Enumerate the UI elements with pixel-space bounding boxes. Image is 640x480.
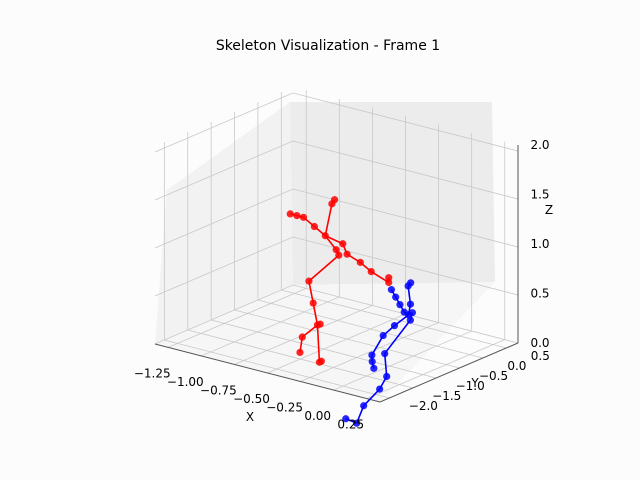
grid-line-z bbox=[154, 188, 519, 249]
grid-line-floor-y bbox=[187, 329, 413, 389]
x-tick-label: −0.25 bbox=[266, 401, 303, 415]
skeleton-red-bone bbox=[308, 280, 314, 304]
skeleton-blue-joint bbox=[376, 385, 384, 393]
x-tick-label: −1.00 bbox=[167, 375, 204, 389]
grid-line-floor-x bbox=[300, 322, 439, 382]
z-tick-label: 0.5 bbox=[530, 287, 549, 301]
skeleton-red-joint bbox=[298, 333, 306, 341]
skeleton-blue-joint bbox=[381, 349, 389, 358]
x-axis-label: X bbox=[246, 410, 254, 424]
skeleton-red-joint bbox=[367, 267, 375, 276]
y-tick-label: −2.0 bbox=[409, 399, 438, 413]
tick-labels: −1.25−1.00−0.75−0.50−0.250.000.25−2.0−1.… bbox=[134, 138, 550, 432]
grid-line-z bbox=[154, 236, 519, 297]
z-tick-label: 1.0 bbox=[530, 237, 549, 251]
skeleton-blue-joint bbox=[396, 301, 404, 309]
y-axis-line bbox=[379, 342, 519, 403]
skeleton-blue-joint bbox=[353, 419, 361, 427]
skeleton-red-joint bbox=[356, 258, 364, 266]
z-tick-label: 0.0 bbox=[530, 336, 549, 350]
skeleton-blue-joint bbox=[392, 293, 400, 301]
x-tick-label: −0.75 bbox=[200, 383, 237, 397]
x-tick-label: −1.25 bbox=[134, 366, 171, 380]
z-axis-label: Z bbox=[545, 203, 553, 217]
grid-line-floor-y bbox=[234, 309, 460, 369]
skeleton-red-joint bbox=[321, 232, 329, 240]
chart-title: Skeleton Visualization - Frame 1 bbox=[216, 38, 440, 54]
y-tick-label: −0.5 bbox=[479, 369, 508, 383]
skeleton-blue-joint bbox=[387, 286, 396, 294]
skeleton-blue-joint bbox=[408, 309, 417, 317]
x-tick-label: −0.50 bbox=[233, 392, 270, 406]
grid-line-floor-y bbox=[257, 299, 484, 359]
y-tick-label: −1.5 bbox=[432, 389, 461, 403]
x-axis-line bbox=[154, 343, 381, 403]
skeleton-red-joint bbox=[330, 196, 339, 204]
skeleton-blue-bone bbox=[363, 388, 381, 407]
skeleton-blue-joint bbox=[360, 402, 368, 410]
x-tick-label: 0.00 bbox=[304, 409, 331, 423]
grid-lines bbox=[154, 90, 519, 403]
skeleton-red-joint bbox=[343, 250, 351, 258]
grid-line-floor-x bbox=[168, 288, 307, 348]
skeleton-red-joint bbox=[299, 213, 308, 221]
grid-line-floor-y bbox=[281, 289, 507, 349]
skeleton-blue-bone bbox=[371, 335, 384, 356]
skeleton-red-joint bbox=[332, 246, 340, 254]
skeleton-blue-bone bbox=[384, 319, 412, 355]
grid-line-floor-y bbox=[164, 339, 390, 399]
skeleton-red-joint bbox=[316, 320, 324, 328]
skeleton-red-joint bbox=[305, 277, 313, 285]
skeleton-red-joint bbox=[296, 348, 304, 357]
skeleton-blue-joint bbox=[342, 415, 350, 423]
skeleton-red-joint bbox=[293, 212, 301, 220]
y-axis-label: Y bbox=[470, 376, 479, 390]
skeleton-blue-joint bbox=[379, 331, 387, 340]
skeleton-red-bone bbox=[308, 254, 340, 282]
skeleton-blue-joint bbox=[406, 316, 414, 324]
z-tick-label: 1.5 bbox=[530, 188, 549, 202]
back-pane bbox=[290, 102, 495, 285]
y-tick-label: 0.5 bbox=[531, 349, 550, 363]
skeleton-joints bbox=[286, 196, 417, 427]
y-tick-label: 0.0 bbox=[507, 359, 526, 373]
skeleton-red-bone bbox=[316, 324, 321, 363]
grid-line-floor-x bbox=[366, 339, 505, 399]
skeleton-blue-joint bbox=[406, 300, 415, 308]
skeleton-red-joint bbox=[335, 251, 343, 259]
skeleton-red-joint bbox=[309, 299, 317, 307]
z-tick-label: 2.0 bbox=[530, 138, 549, 152]
skeleton-red-joint bbox=[317, 357, 325, 365]
skeleton-blue-bone bbox=[383, 353, 388, 377]
skeleton-red-joint bbox=[385, 274, 393, 282]
grid-line-z bbox=[154, 140, 519, 201]
grid-line-floor-x bbox=[267, 313, 406, 374]
x-tick-label: 0.25 bbox=[337, 418, 364, 432]
skeleton-blue-joint bbox=[407, 279, 415, 287]
y-tick-label: −1.0 bbox=[456, 379, 485, 393]
skeleton-blue-joint bbox=[370, 364, 378, 372]
grid-line-z bbox=[154, 284, 519, 345]
skeleton-blue-joint bbox=[368, 351, 376, 359]
skeleton-blue-joint bbox=[368, 357, 376, 366]
grid-line-floor-x bbox=[201, 296, 340, 357]
skeleton-red-joint bbox=[310, 222, 318, 231]
grid-line-floor-x bbox=[333, 330, 472, 391]
skeleton-red-bone bbox=[312, 302, 319, 326]
skeleton-red-bone bbox=[324, 203, 333, 236]
skeleton-red-joint bbox=[286, 210, 294, 218]
skeleton-blue-joint bbox=[390, 322, 399, 330]
skeleton-blue-joint bbox=[383, 372, 391, 381]
left-pane bbox=[155, 102, 293, 344]
grid-line-z bbox=[154, 92, 519, 153]
grid-line-floor-y bbox=[211, 319, 437, 379]
skeleton-red-joint bbox=[339, 240, 347, 248]
